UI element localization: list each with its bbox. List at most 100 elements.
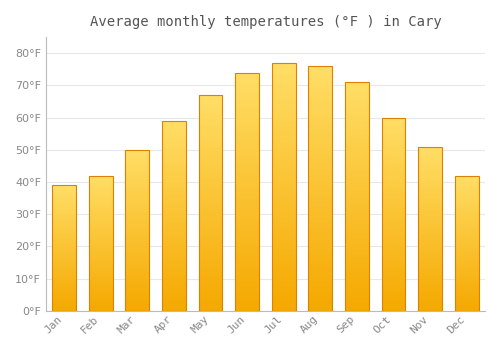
Bar [52,199,76,200]
Bar [52,283,76,285]
Bar [308,208,332,210]
Bar [382,278,406,280]
Bar [89,224,112,226]
Bar [455,238,478,239]
Bar [126,245,149,246]
Bar [52,214,76,215]
Bar [418,258,442,260]
Bar [162,301,186,303]
Bar [126,185,149,187]
Bar [418,166,442,168]
Bar [126,271,149,272]
Bar [235,96,259,99]
Bar [162,167,186,168]
Bar [272,229,295,231]
Bar [382,226,406,228]
Bar [382,127,406,129]
Bar [345,119,369,121]
Bar [198,102,222,104]
Bar [345,190,369,192]
Bar [126,248,149,250]
Bar [89,239,112,240]
Bar [52,238,76,239]
Bar [308,201,332,203]
Bar [455,250,478,251]
Bar [235,130,259,132]
Bar [308,71,332,74]
Bar [455,209,478,211]
Bar [89,237,112,238]
Bar [52,190,76,191]
Bar [126,233,149,235]
Bar [198,268,222,270]
Bar [89,246,112,247]
Bar [272,259,295,261]
Bar [89,227,112,228]
Bar [455,222,478,223]
Bar [89,254,112,256]
Bar [52,256,76,257]
Bar [308,198,332,201]
Bar [455,178,478,180]
Bar [455,309,478,311]
Bar [52,254,76,256]
Bar [162,155,186,157]
Bar [198,173,222,175]
Bar [126,253,149,254]
Bar [345,114,369,117]
Bar [382,280,406,282]
Bar [382,247,406,249]
Bar [235,196,259,199]
Bar [455,285,478,287]
Bar [345,185,369,187]
Bar [89,309,112,311]
Bar [455,292,478,293]
Bar [126,254,149,256]
Bar [52,301,76,302]
Bar [418,309,442,311]
Bar [162,174,186,176]
Bar [382,124,406,125]
Bar [345,192,369,194]
Bar [345,123,369,126]
Bar [418,212,442,214]
Bar [52,209,76,210]
Bar [198,220,222,222]
Bar [89,300,112,301]
Bar [162,127,186,128]
Bar [89,278,112,280]
Bar [308,137,332,140]
Bar [162,256,186,258]
Bar [162,203,186,204]
Bar [235,158,259,161]
Bar [126,301,149,303]
Bar [126,288,149,290]
Bar [308,308,332,311]
Bar [382,257,406,259]
Bar [52,210,76,212]
Bar [345,160,369,162]
Bar [126,266,149,267]
Bar [52,249,76,251]
Bar [198,237,222,240]
Bar [235,285,259,287]
Bar [89,288,112,289]
Bar [52,308,76,310]
Bar [308,223,332,225]
Bar [89,214,112,215]
Bar [89,198,112,200]
Bar [272,130,295,132]
Bar [89,270,112,272]
Bar [162,216,186,218]
Bar [345,96,369,98]
Bar [126,200,149,201]
Bar [89,215,112,216]
Bar [162,138,186,140]
Bar [272,127,295,130]
Bar [308,172,332,174]
Bar [126,150,149,311]
Bar [272,157,295,160]
Bar [89,307,112,308]
Bar [418,235,442,237]
Bar [455,232,478,234]
